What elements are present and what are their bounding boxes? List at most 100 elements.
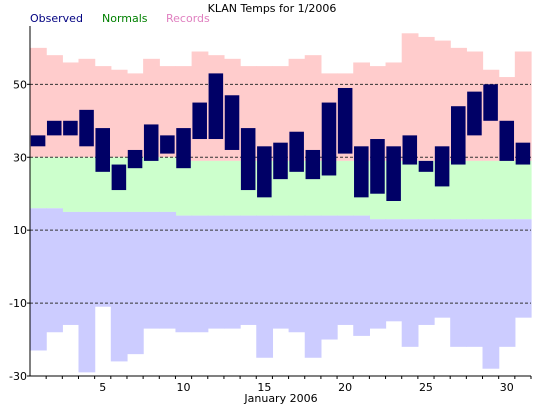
record-high-bar xyxy=(272,66,290,161)
record-low-bar xyxy=(353,215,370,336)
record-low-bar xyxy=(175,215,193,333)
x-tick-label: 25 xyxy=(419,381,433,394)
record-low-bar xyxy=(417,219,435,325)
record-high-bar xyxy=(256,66,274,161)
observed-bar xyxy=(224,95,240,150)
record-high-bar xyxy=(385,62,403,161)
normal-range-bar xyxy=(466,160,484,220)
record-high-bar xyxy=(30,47,47,158)
observed-bar xyxy=(111,164,127,191)
axes: 50 30 10 -10 -30 5 10 15 20 25 30 xyxy=(9,26,532,394)
record-low-bar xyxy=(110,211,128,362)
normal-range-bar xyxy=(450,160,467,220)
record-low-bar xyxy=(369,219,387,329)
normal-range-bar xyxy=(78,157,96,212)
record-low-bar xyxy=(240,215,257,325)
normal-range-bar xyxy=(126,157,144,212)
observed-bar xyxy=(127,149,143,169)
record-high-bar xyxy=(514,51,532,161)
y-tick-label: 10 xyxy=(13,224,27,237)
observed-bar xyxy=(451,106,466,165)
normal-range-bar xyxy=(143,157,160,212)
record-low-bar xyxy=(207,215,225,329)
normal-range-bar xyxy=(62,157,80,212)
observed-bar xyxy=(515,142,531,165)
record-low-bar xyxy=(385,219,403,322)
record-low-bar xyxy=(46,208,63,333)
observed-bar xyxy=(46,120,62,136)
normal-range-bar xyxy=(159,157,177,212)
record-low-bar xyxy=(256,215,274,358)
record-low-bar xyxy=(401,219,419,347)
x-tick-label: 10 xyxy=(177,381,191,394)
record-high-bar xyxy=(159,66,177,158)
record-low-bar xyxy=(466,219,484,347)
record-high-bar xyxy=(126,73,144,158)
record-high-bar xyxy=(62,62,80,158)
normal-range-bar xyxy=(417,160,435,220)
record-high-bar xyxy=(401,33,419,161)
record-low-bar xyxy=(126,211,144,355)
observed-bar xyxy=(160,135,175,154)
record-high-bar xyxy=(417,36,435,161)
record-high-bar xyxy=(304,55,322,161)
observed-bar xyxy=(192,102,207,140)
normal-range-bar xyxy=(337,160,354,216)
observed-bar xyxy=(418,160,434,172)
observed-bar xyxy=(95,128,110,172)
x-tick-label: 20 xyxy=(338,381,352,394)
observed-bar xyxy=(143,124,159,161)
record-low-bar xyxy=(434,219,451,318)
observed-bar xyxy=(208,73,224,140)
normal-range-bar xyxy=(514,160,532,220)
observed-bar xyxy=(79,109,94,147)
observed-bar xyxy=(321,102,337,176)
observed-bar xyxy=(240,128,256,191)
record-low-bar xyxy=(223,215,241,329)
chart-title: KLAN Temps for 1/2006 xyxy=(208,2,337,15)
plot-area xyxy=(30,33,532,373)
observed-bar xyxy=(370,139,385,194)
observed-bar xyxy=(434,146,450,187)
record-low-bar xyxy=(320,215,338,340)
normal-range-bar xyxy=(498,160,516,220)
x-axis-label: January 2006 xyxy=(243,392,317,405)
observed-bar xyxy=(467,91,482,136)
normal-range-bar xyxy=(175,160,193,216)
record-high-bar xyxy=(353,62,370,161)
observed-bar xyxy=(257,146,272,198)
y-tick-label: 50 xyxy=(13,78,27,91)
record-low-bar xyxy=(94,211,112,307)
normal-range-bar xyxy=(46,157,63,209)
record-low-bar xyxy=(450,219,467,347)
observed-bar xyxy=(354,146,369,198)
y-tick-label: -30 xyxy=(9,370,27,383)
normal-range-bar xyxy=(207,160,225,216)
normal-range-bar xyxy=(482,160,500,220)
x-tick-label: 15 xyxy=(257,381,271,394)
record-low-bar xyxy=(191,215,209,333)
record-low-bar xyxy=(272,215,290,329)
observed-bar xyxy=(176,128,191,169)
x-tick-label: 5 xyxy=(99,381,106,394)
legend-item-records: Records xyxy=(166,12,210,25)
normal-range-bar xyxy=(30,157,47,209)
record-low-bar xyxy=(30,208,47,351)
record-low-bar xyxy=(337,215,354,325)
legend-item-observed: Observed xyxy=(30,12,83,25)
legend: Observed Normals Records xyxy=(30,12,210,25)
record-low-bar xyxy=(514,219,532,318)
y-tick-label: 30 xyxy=(13,151,27,164)
observed-bar xyxy=(305,149,321,180)
record-low-bar xyxy=(78,211,96,373)
observed-bar xyxy=(483,84,498,121)
normal-range-bar xyxy=(191,160,209,216)
observed-bar xyxy=(289,131,304,172)
record-high-bar xyxy=(434,40,451,161)
record-low-bar xyxy=(288,215,306,333)
x-tick-label: 30 xyxy=(500,381,514,394)
y-tick-label: -10 xyxy=(9,297,27,310)
observed-bar xyxy=(386,146,401,201)
observed-bar xyxy=(273,142,288,180)
